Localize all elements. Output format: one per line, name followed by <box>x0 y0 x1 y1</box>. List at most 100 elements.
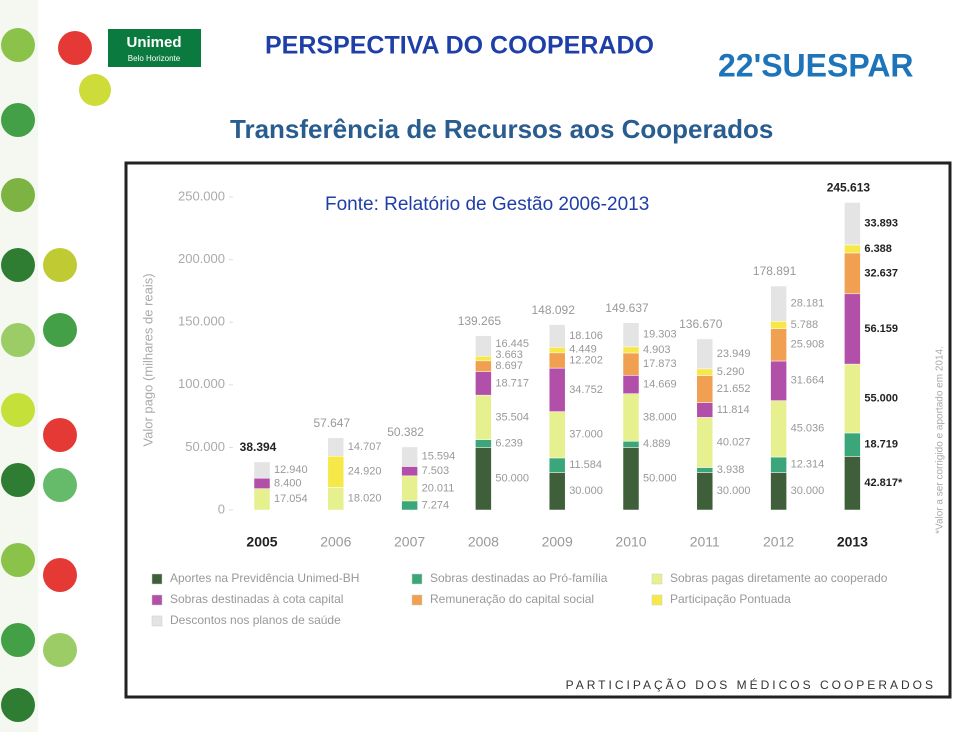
legend-label: Remuneração do capital social <box>430 592 594 606</box>
x-tick-label: 2005 <box>246 534 277 550</box>
x-tick-label: 2008 <box>468 534 499 550</box>
bar-segment <box>696 417 714 468</box>
decor-icons <box>0 0 111 732</box>
legend-swatch <box>151 615 163 627</box>
bar-segment <box>844 202 861 246</box>
bar-segment <box>548 347 566 354</box>
slide-subtitle: Transferência de Recursos aos Cooperados <box>230 114 773 144</box>
value-label: 42.817* <box>864 477 903 489</box>
value-label: 37.000 <box>569 429 603 441</box>
bar-segment <box>770 328 787 362</box>
bar-segment <box>844 456 861 511</box>
bar-segment <box>622 322 640 348</box>
bar-segment <box>696 368 714 376</box>
legend-label: Descontos nos planos de saúde <box>170 613 341 627</box>
bar-segment <box>622 447 640 511</box>
chart-frame <box>124 161 952 699</box>
x-tick-label: 2006 <box>320 534 351 550</box>
value-label: 24.920 <box>348 466 382 478</box>
legend-swatch <box>151 594 163 606</box>
total-label: 148.092 <box>532 303 576 317</box>
bar-segment <box>844 244 861 254</box>
legend-label: Sobras destinadas ao Pró-família <box>430 571 608 585</box>
total-label: 178.891 <box>753 264 797 278</box>
logo-left: Unimed <box>126 34 181 51</box>
value-label: 18.020 <box>348 493 382 505</box>
total-label: 50.382 <box>387 425 424 439</box>
y-axis-label: Valor pago (milhares de reais) <box>140 273 155 446</box>
bar-segment <box>622 441 640 448</box>
value-label: 56.159 <box>864 323 898 335</box>
bar-segment <box>696 338 714 370</box>
bar-segment <box>253 461 271 479</box>
bar-segment <box>475 371 492 396</box>
value-label: 5.788 <box>791 319 819 331</box>
value-label: 25.908 <box>791 339 825 351</box>
total-label: 136.670 <box>679 317 723 331</box>
bar-segment <box>475 447 492 511</box>
value-label: 35.504 <box>495 411 529 423</box>
chart-title: Fonte: Relatório de Gestão 2006-2013 <box>325 194 649 215</box>
value-label: 40.027 <box>717 436 751 448</box>
bar-segment <box>327 437 345 457</box>
bar-segment <box>622 393 640 442</box>
bar-segment <box>696 467 714 473</box>
bar-segment <box>548 367 566 412</box>
value-label: 12.314 <box>791 459 825 471</box>
value-label: 50.000 <box>643 473 677 485</box>
bar-segment <box>253 477 271 489</box>
bar-segment <box>844 293 861 365</box>
bar-segment <box>475 394 492 440</box>
bar-segment <box>770 360 787 401</box>
bar-segment <box>253 488 271 511</box>
bar-segment <box>844 363 861 434</box>
total-label: 57.647 <box>313 416 350 430</box>
value-label: 12.202 <box>569 354 603 366</box>
bar-segment <box>327 487 345 511</box>
value-label: 12.940 <box>274 464 308 476</box>
legend-label: Aportes na Previdência Unimed-BH <box>170 571 359 585</box>
value-label: 50.000 <box>495 473 529 485</box>
y-tick-label: 200.000 <box>178 251 225 266</box>
x-tick-label: 2011 <box>690 534 720 550</box>
value-label: 14.707 <box>348 441 382 453</box>
legend-label: Participação Pontuada <box>670 592 791 606</box>
bar-segment <box>548 324 566 348</box>
x-tick-label: 2007 <box>394 534 425 550</box>
value-label: 55.000 <box>864 392 898 404</box>
value-label: 4.889 <box>643 438 671 450</box>
total-label: 245.613 <box>827 181 871 195</box>
total-label: 149.637 <box>605 301 649 315</box>
bar-segment <box>401 446 418 467</box>
value-label: 20.011 <box>422 482 455 494</box>
bar-segment <box>327 455 345 488</box>
legend-swatch <box>411 573 423 585</box>
y-tick-label: 0 <box>218 501 225 516</box>
value-label: 3.663 <box>495 349 523 361</box>
note: *Valor a ser corrigido e aportado em 201… <box>935 346 946 534</box>
legend-label: Sobras pagas diretamente ao cooperado <box>670 571 888 585</box>
value-label: 7.274 <box>422 499 450 511</box>
y-tick-label: 100.000 <box>178 376 225 391</box>
value-label: 4.903 <box>643 344 671 356</box>
value-label: 11.584 <box>569 459 602 471</box>
value-label: 18.717 <box>495 377 529 389</box>
x-tick-label: 2010 <box>615 534 646 550</box>
value-label: 7.503 <box>422 465 450 477</box>
value-label: 30.000 <box>569 485 603 497</box>
value-label: 14.669 <box>643 378 677 390</box>
bar-segment <box>696 472 714 511</box>
bar-segment <box>475 355 492 362</box>
bar-segment <box>548 411 566 459</box>
value-label: 32.637 <box>864 267 898 279</box>
value-label: 18.106 <box>569 330 603 342</box>
bar-segment <box>475 360 492 372</box>
value-label: 28.181 <box>791 298 825 310</box>
value-label: 4.449 <box>569 343 597 355</box>
legend-swatch <box>651 573 663 585</box>
bar-segment <box>770 472 787 511</box>
value-label: 19.303 <box>643 329 677 341</box>
total-label: 38.394 <box>240 440 277 454</box>
value-label: 38.000 <box>643 411 677 423</box>
